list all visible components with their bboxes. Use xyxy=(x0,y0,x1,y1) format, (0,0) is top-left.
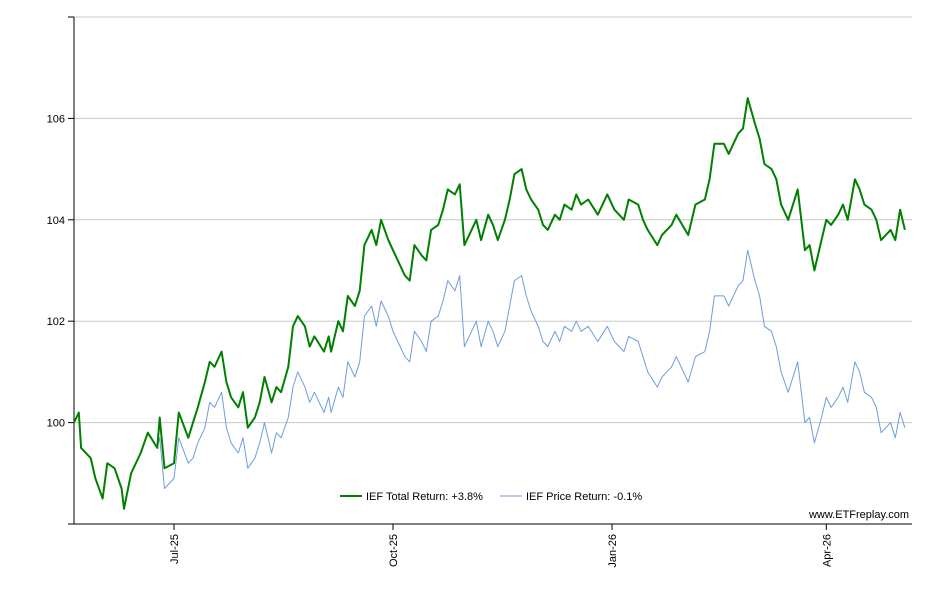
series-line-price-return xyxy=(73,249,906,510)
y-tick-label: 102 xyxy=(47,316,65,328)
y-tick-label: 104 xyxy=(47,215,65,227)
x-tick-label: Oct-25 xyxy=(388,534,400,567)
x-tick-label: Apr-26 xyxy=(821,534,833,567)
x-tick-label: Jan-26 xyxy=(607,534,619,568)
gridlines xyxy=(74,16,912,424)
legend-item-total-return: IEF Total Return: +3.8% xyxy=(340,491,483,503)
x-tick-label: Jul-25 xyxy=(169,534,181,564)
legend-label: IEF Price Return: -0.1% xyxy=(526,491,642,503)
watermark: www.ETFreplay.com xyxy=(808,509,909,521)
legend-item-price-return: IEF Price Return: -0.1% xyxy=(500,491,642,503)
legend-label: IEF Total Return: +3.8% xyxy=(366,491,483,503)
y-tick-label: 100 xyxy=(47,418,65,430)
y-tick-label: 106 xyxy=(47,113,65,125)
x-axis: Jul-25 Oct-25 Jan-26 Apr-26 xyxy=(74,523,912,568)
y-axis: 100 102 104 106 xyxy=(47,16,75,525)
series-lines xyxy=(73,97,906,510)
legend: IEF Total Return: +3.8% IEF Price Return:… xyxy=(340,491,642,503)
series-line-total-return xyxy=(73,97,906,510)
